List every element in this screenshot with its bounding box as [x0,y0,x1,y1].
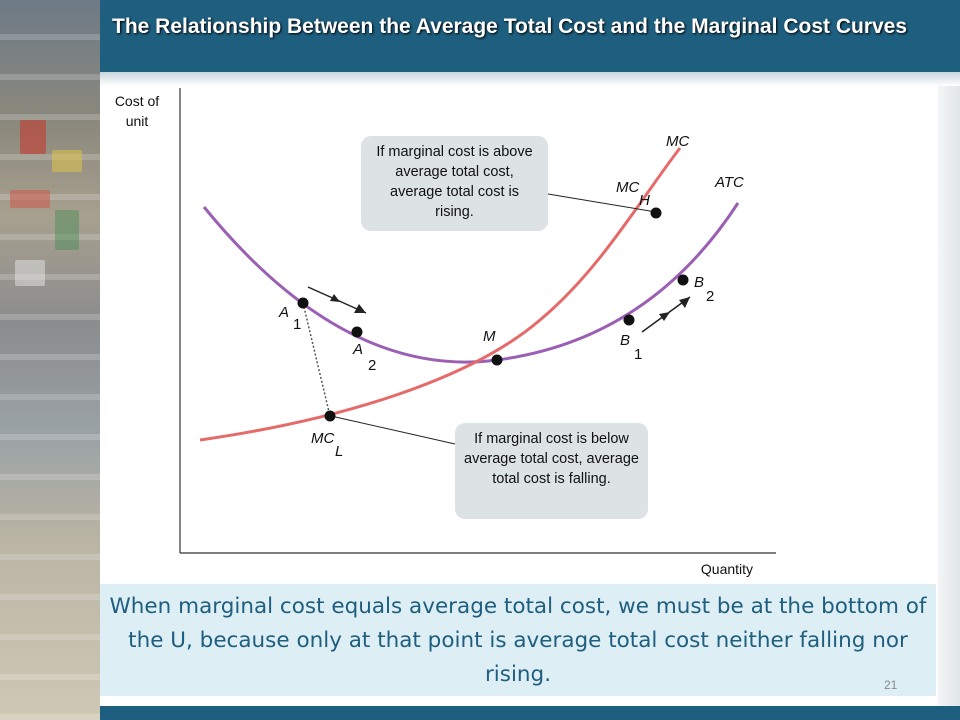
arrow-rising-head-mid [659,312,670,321]
dotted-connector [302,302,331,417]
label-b2-letter: B [694,274,704,291]
right-edge [938,86,960,720]
point-mch [650,207,662,219]
arrow-falling-head-mid [330,294,340,302]
mc-curve-label: MC [666,133,689,150]
caption-text: When marginal cost equals average total … [100,584,936,696]
page-number: 21 [884,678,898,692]
label-mcl-sub: L [335,443,343,460]
atc-curve-label: ATC [714,174,744,191]
label-a2-sub: 2 [368,357,376,374]
label-b1-letter: B [620,332,630,349]
label-a2-letter: A [352,341,363,358]
label-m: M [483,328,496,345]
point-b2 [677,274,689,286]
background-photo [0,0,100,720]
label-a1-sub: 1 [293,316,301,333]
x-axis-label: Quantity [701,561,753,577]
label-mcl-letter: MC [311,430,334,447]
callout-above: If marginal cost is above average total … [361,136,548,231]
photo-sign [52,150,82,172]
label-b1-sub: 1 [634,346,642,363]
label-mch-sub: H [639,192,650,209]
point-a2 [351,326,363,338]
photo-sign [15,260,45,286]
point-mcl [324,410,336,422]
y-axis-label-line2: unit [126,113,149,129]
photo-sign [10,190,50,208]
photo-sign [55,210,79,250]
arrow-rising-head [679,297,690,308]
point-b1 [623,314,635,326]
label-mch-letter: MC [616,179,639,196]
mc-curve [199,147,682,442]
point-a1 [297,297,309,309]
y-axis-label-line1: Cost of [115,93,159,109]
label-a1-letter: A [278,304,289,321]
bottom-bar [100,706,960,720]
slide-title: The Relationship Between the Average Tot… [112,15,908,38]
title-bar [100,0,960,72]
callout-below: If marginal cost is below average total … [455,423,648,519]
arrow-falling-head [354,304,366,313]
callout-below-leader [330,415,456,445]
title-fade [100,72,960,86]
callout-above-leader [547,193,657,213]
photo-sign [20,120,46,154]
point-m [491,354,503,366]
label-b2-sub: 2 [706,288,714,305]
